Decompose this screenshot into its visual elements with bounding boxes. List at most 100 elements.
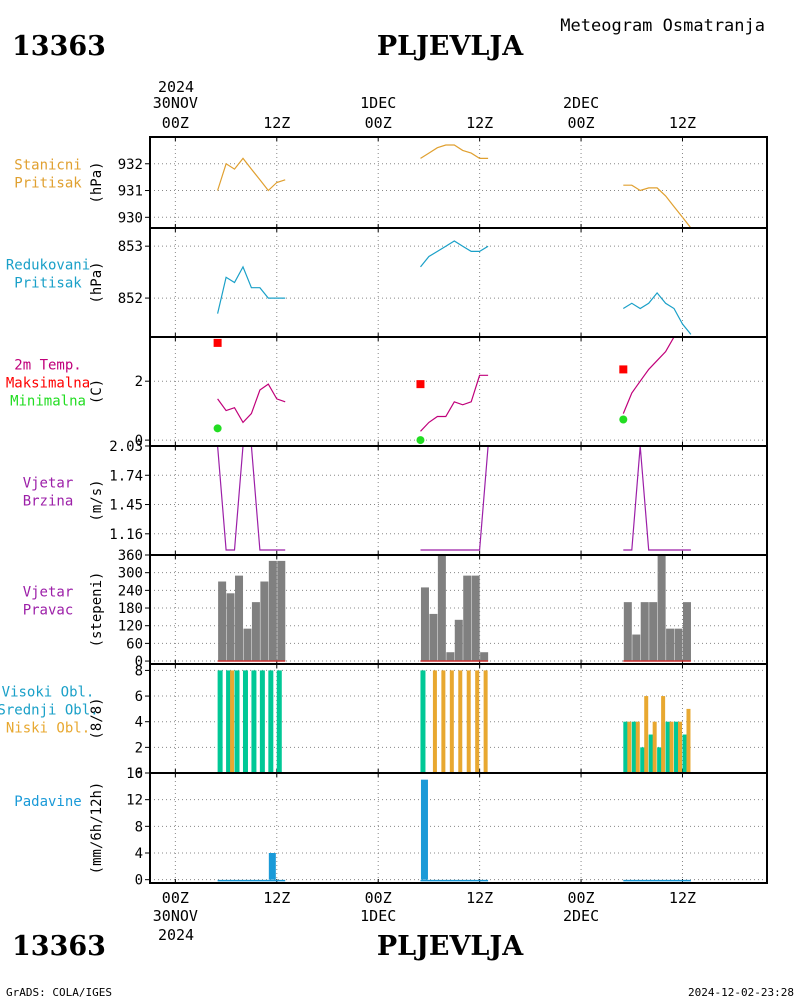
series-line [217, 265, 286, 314]
low-cloud-bar [475, 670, 480, 773]
precip-bar [268, 853, 276, 880]
timestamp: 2024-12-02-23:28 [688, 986, 794, 999]
high-cloud-bar [226, 670, 232, 773]
y-tick-label: 852 [118, 291, 143, 307]
panel-unit-label: (hPa) [89, 261, 105, 303]
top-hour-label: 00Z [568, 114, 595, 132]
low-cloud-bar [627, 721, 632, 773]
y-tick-label: 2 [135, 740, 143, 756]
grads-credit: GrADS: COLA/IGES [6, 986, 112, 999]
wind-direction-bar [623, 602, 632, 662]
bottom-day-label: 2DEC [563, 907, 599, 925]
panel-unit-label: (mm/6h/12h) [89, 782, 105, 875]
station-id-bottom: 13363 [12, 931, 106, 962]
series-line [217, 383, 286, 424]
panel-frame [149, 772, 768, 884]
wind-direction-bar [463, 575, 472, 662]
station-name-top: PLJEVLJA [377, 31, 524, 62]
y-tick-label: 4 [135, 846, 143, 862]
top-time-axis: 30NOV 00Z 12Z 1DEC 00Z 12Z 2DEC 00Z 12Z [153, 94, 696, 132]
y-tick-label: 853 [118, 239, 143, 255]
high-cloud-bar [420, 670, 426, 773]
high-cloud-bar [665, 721, 671, 773]
station-id-top: 13363 [12, 31, 106, 62]
bottom-hour-label: 00Z [162, 889, 189, 907]
panel-label: Niski Obl. [6, 721, 90, 737]
panel-label: Visoki Obl. [2, 685, 95, 701]
panel-unit-label: (hPa) [89, 161, 105, 203]
low-cloud-bar [466, 670, 471, 773]
panel-oblaci: 0 2 4 6 8 (8/8)Visoki Obl. Srednji Obl. Niski O… [0, 663, 768, 782]
wind-direction-bar [471, 575, 480, 662]
y-tick-label: 12 [126, 793, 143, 809]
series-line [217, 445, 286, 551]
series-line [623, 184, 692, 229]
panel-frame [149, 445, 768, 556]
high-cloud-bar [631, 721, 637, 773]
bottom-hour-label: 00Z [365, 889, 392, 907]
high-cloud-bar [682, 734, 688, 773]
low-cloud-bar [661, 696, 666, 773]
wind-direction-bar [218, 581, 227, 662]
high-cloud-bar [276, 670, 282, 773]
y-tick-label: 0 [135, 873, 143, 889]
wind-direction-bar [454, 619, 463, 662]
high-cloud-bar [259, 670, 265, 773]
top-day-label: 2DEC [563, 94, 599, 112]
y-tick-label: 180 [118, 601, 143, 617]
y-tick-label: 931 [118, 184, 143, 200]
high-cloud-bar [242, 670, 248, 773]
series-line [622, 291, 692, 335]
panel-unit-label: (C) [89, 379, 105, 404]
y-tick-label: 1.45 [109, 498, 143, 514]
bottom-day-label: 1DEC [360, 907, 396, 925]
panel-label: Padavine [14, 794, 81, 810]
panel-label: 2m Temp. [14, 358, 81, 374]
wind-direction-bar [446, 652, 455, 662]
y-tick-label: 6 [135, 689, 143, 705]
series-line [420, 445, 489, 551]
low-cloud-bar [432, 670, 437, 773]
wind-direction-bar [480, 652, 489, 662]
top-hour-label: 12Z [263, 114, 290, 132]
low-cloud-bar [686, 708, 691, 773]
low-cloud-bar [483, 670, 488, 773]
wind-direction-bar [260, 581, 269, 662]
high-cloud-bar [251, 670, 257, 773]
panel-brzina: 1.16 1.45 1.74 2.03 (m/s) Vjetar Brzina [23, 439, 768, 556]
top-year-label: 2024 [158, 78, 194, 96]
tmax-marker [416, 380, 425, 389]
panel-frame [149, 227, 768, 338]
wind-direction-bar [674, 628, 683, 662]
tmax-marker [213, 338, 222, 347]
y-tick-label: 8 [135, 663, 143, 679]
top-hour-label: 00Z [365, 114, 392, 132]
wind-direction-bar [251, 602, 260, 662]
wind-direction-bar [226, 593, 235, 662]
y-tick-label: 0 [135, 654, 143, 670]
panel-label: Pritisak [14, 276, 82, 292]
meteogram-subtitle: Meteogram Osmatranja [560, 16, 765, 36]
low-cloud-bar [441, 670, 446, 773]
y-tick-label: 2 [135, 374, 143, 390]
panel-unit-label: (m/s) [89, 479, 105, 521]
y-tick-label: 4 [135, 715, 143, 731]
panel-label: Minimalna [10, 394, 86, 410]
y-tick-label: 60 [126, 636, 143, 652]
panel-label: Vjetar [23, 585, 74, 601]
panels: 930 931 932 (hPa) Stanicni Pritisak 852 853 (hPa… [0, 136, 768, 889]
tmin-marker [213, 424, 222, 433]
panel-temp: 0 2 (C) 2m Temp. Maksimalna Minimalna [6, 336, 768, 449]
high-cloud-bar [657, 747, 663, 773]
series-line [217, 157, 286, 192]
wind-direction-bar [277, 560, 286, 662]
panel-label: Pritisak [14, 176, 82, 192]
tmin-marker [416, 436, 425, 445]
wind-direction-bar [243, 628, 252, 662]
tmax-marker [619, 365, 628, 374]
high-cloud-bar [640, 747, 646, 773]
y-tick-label: 1.16 [109, 527, 143, 543]
top-hour-label: 12Z [466, 114, 493, 132]
